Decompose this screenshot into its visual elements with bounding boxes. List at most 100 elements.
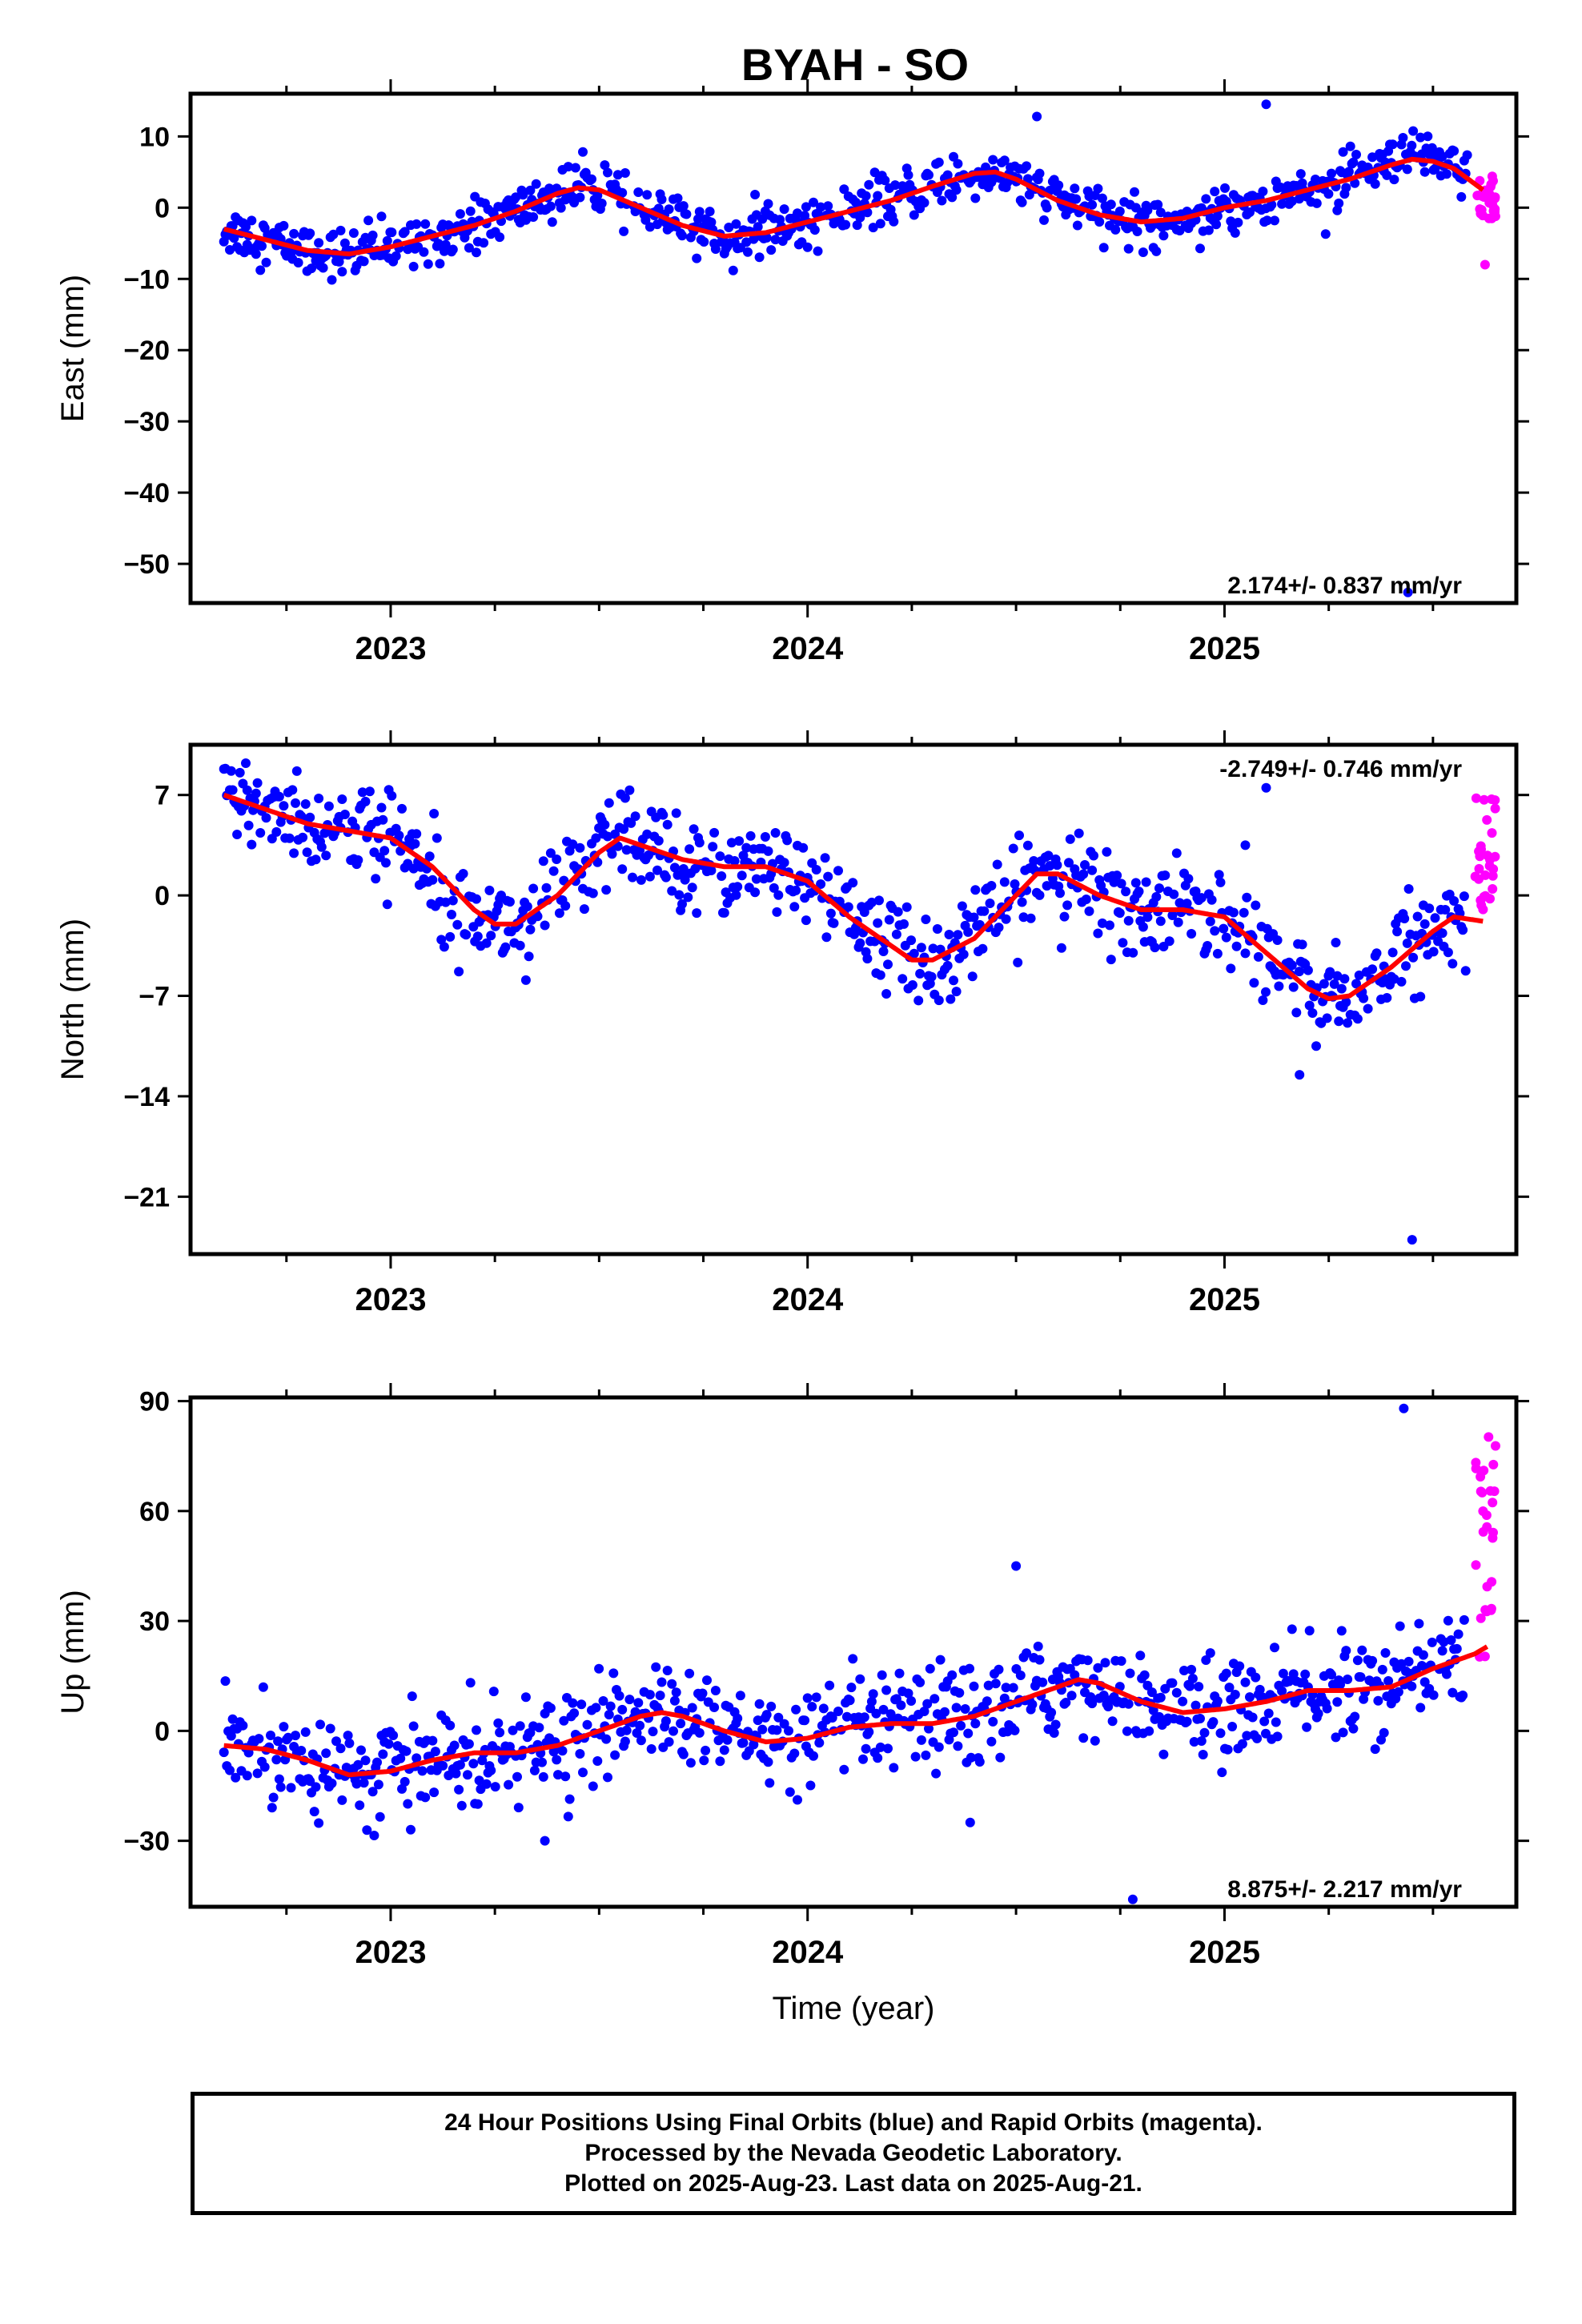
- data-point: [1171, 848, 1182, 858]
- data-point: [375, 1811, 385, 1822]
- data-point: [578, 1767, 588, 1778]
- data-point: [454, 1784, 464, 1795]
- data-point: [369, 1831, 379, 1840]
- data-point: [433, 239, 444, 249]
- data-point: [1179, 1666, 1189, 1675]
- data-point: [291, 1731, 300, 1741]
- data-point: [722, 1735, 733, 1745]
- data-point: [669, 1726, 678, 1736]
- data-point: [951, 1703, 962, 1713]
- y-axis-label: North (mm): [55, 919, 90, 1080]
- data-point: [760, 832, 770, 842]
- data-point: [545, 1703, 556, 1713]
- data-point: [1194, 1682, 1204, 1692]
- data-point: [869, 167, 880, 178]
- data-point: [692, 253, 702, 263]
- data-point: [1150, 943, 1160, 953]
- data-point: [1098, 1691, 1109, 1700]
- data-point: [1367, 152, 1378, 163]
- data-point: [963, 927, 974, 937]
- data-point: [449, 1740, 460, 1751]
- data-point: [458, 869, 468, 879]
- footer-line-2: Processed by the Nevada Geodetic Laborat…: [584, 2140, 1122, 2166]
- data-point: [791, 1704, 801, 1715]
- data-point-outlier: [1407, 1235, 1417, 1245]
- data-point: [1049, 1728, 1059, 1738]
- data-point: [1201, 194, 1211, 204]
- data-point: [620, 1736, 630, 1747]
- data-point: [1351, 150, 1361, 159]
- data-point: [1210, 926, 1220, 936]
- data-point: [766, 1701, 777, 1711]
- data-point: [1249, 978, 1259, 988]
- data-point: [1371, 948, 1382, 959]
- data-point: [770, 828, 781, 838]
- data-point: [745, 830, 756, 841]
- rapid-point: [1491, 1441, 1500, 1451]
- data-point: [241, 222, 251, 232]
- model-curve: [223, 156, 1485, 257]
- data-point: [513, 1803, 524, 1813]
- plot-frame: [188, 742, 1519, 1256]
- rapid-point: [1488, 884, 1498, 894]
- data-point: [919, 198, 930, 208]
- data-point: [619, 824, 629, 834]
- data-point: [960, 1704, 970, 1714]
- data-point: [1087, 1699, 1098, 1709]
- data-point: [331, 1736, 341, 1747]
- data-point: [378, 814, 388, 825]
- rapid-point: [1471, 1463, 1481, 1474]
- data-point: [1389, 175, 1399, 185]
- data-point: [949, 975, 958, 986]
- data-point: [1412, 911, 1423, 922]
- data-point: [337, 267, 347, 277]
- rapid-point: [1476, 205, 1487, 215]
- data-point: [231, 1772, 241, 1783]
- data-point: [424, 851, 435, 862]
- data-point: [1253, 951, 1263, 962]
- data-point: [705, 207, 715, 217]
- data-point: [1178, 1696, 1188, 1707]
- data-point-outlier: [1032, 111, 1042, 122]
- data-point: [429, 809, 440, 818]
- data-point: [944, 930, 954, 939]
- data-point: [947, 192, 958, 203]
- data-point: [910, 1751, 921, 1762]
- data-point: [1339, 974, 1350, 984]
- data-point: [994, 1664, 1004, 1675]
- data-point: [429, 1787, 440, 1798]
- data-point: [1022, 174, 1033, 184]
- data-point: [706, 866, 717, 875]
- data-point: [1154, 1711, 1164, 1722]
- data-point: [528, 212, 539, 222]
- data-point: [875, 1742, 885, 1752]
- data-point: [1332, 971, 1343, 981]
- data-point: [512, 1771, 522, 1782]
- data-point: [697, 1688, 708, 1699]
- rapid-point: [1480, 259, 1490, 270]
- data-point: [225, 1765, 235, 1775]
- data-point: [913, 995, 924, 1006]
- data-point: [305, 228, 315, 239]
- data-point: [1046, 1707, 1057, 1718]
- data-point: [376, 802, 387, 813]
- data-point: [1158, 1749, 1169, 1759]
- rapid-point: [1488, 870, 1498, 881]
- data-point: [1078, 869, 1089, 879]
- data-point: [1212, 948, 1223, 959]
- data-point: [669, 862, 680, 873]
- data-point-outlier: [1261, 782, 1271, 793]
- data-point: [529, 1765, 540, 1775]
- data-point: [805, 1780, 816, 1791]
- data-point: [883, 1743, 893, 1754]
- data-point: [1017, 897, 1027, 907]
- data-point: [520, 1692, 531, 1703]
- data-point: [1398, 133, 1408, 143]
- y-tick-label: 7: [155, 781, 170, 811]
- data-point: [378, 1749, 388, 1759]
- data-point: [273, 1736, 283, 1747]
- data-point: [1287, 196, 1297, 207]
- rapid-point: [1490, 851, 1500, 862]
- data-point: [1093, 183, 1103, 194]
- data-point: [1251, 900, 1261, 911]
